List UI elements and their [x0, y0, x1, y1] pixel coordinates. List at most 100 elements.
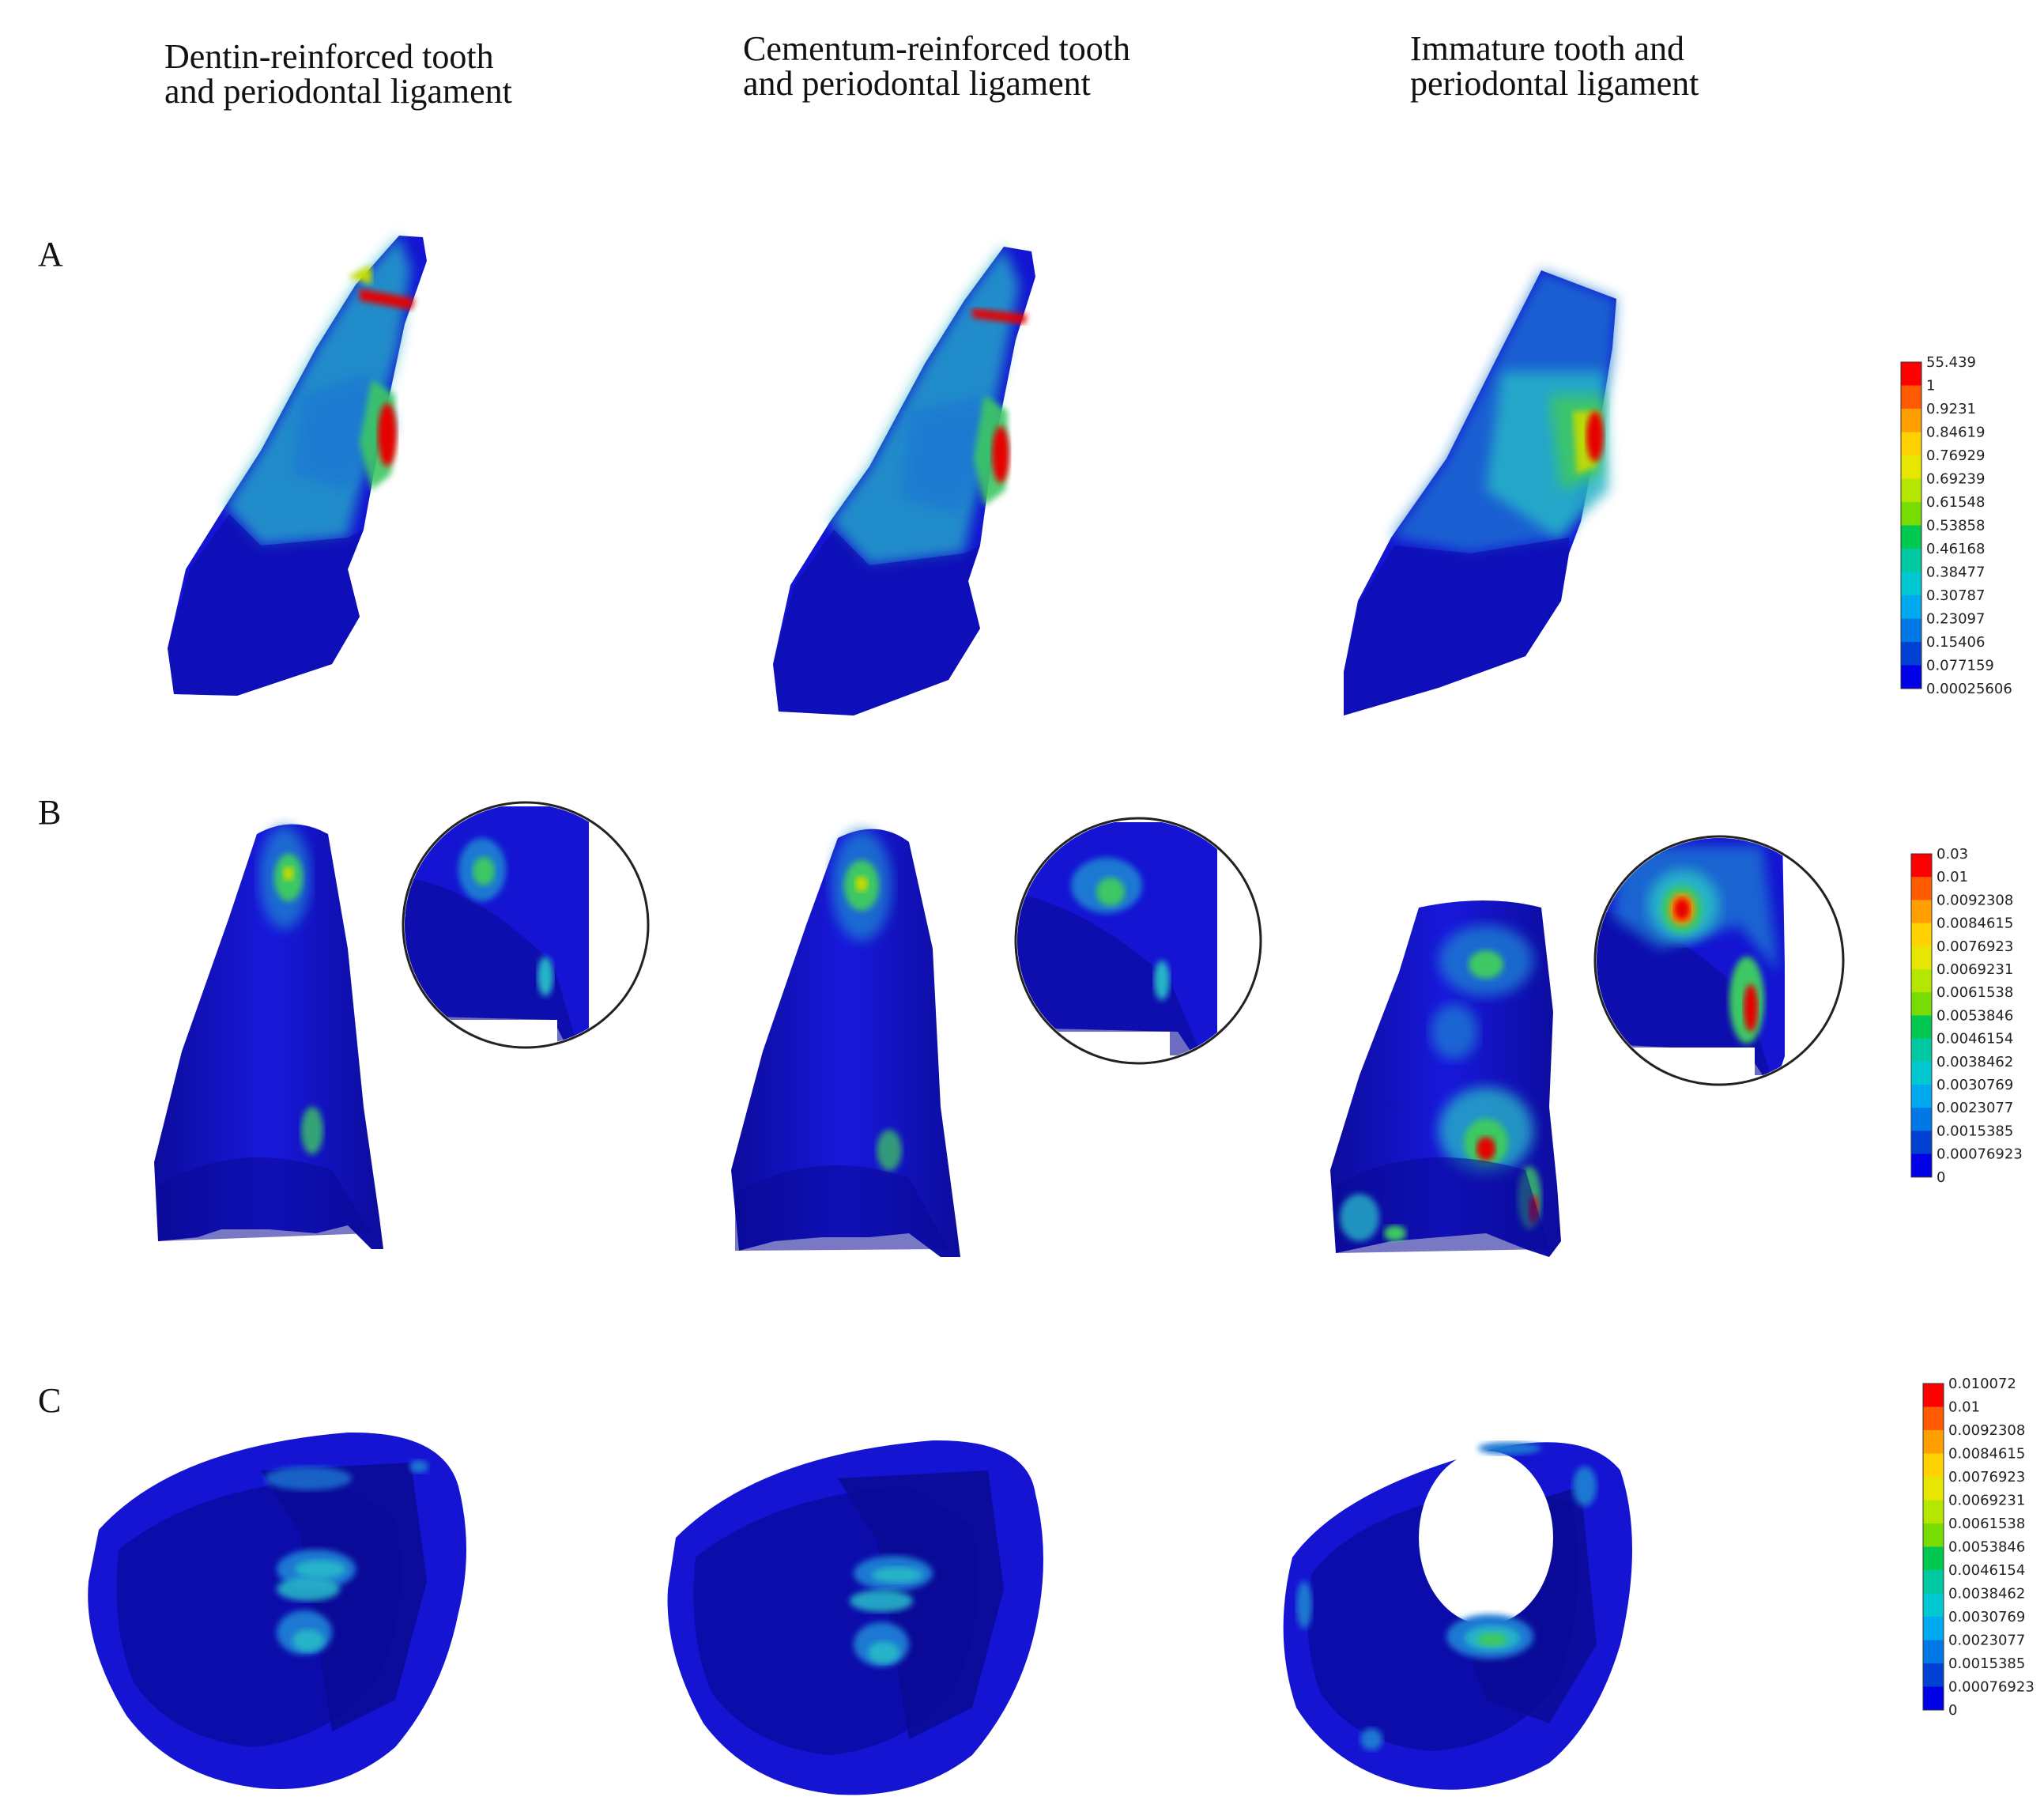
tooth-a-cementum: [773, 247, 1035, 715]
legend-tick-label: 0.0053846: [1948, 1539, 2025, 1556]
column-title-line1: Immature tooth and: [1410, 29, 1685, 68]
legend-tick-label: 0.0076923: [1937, 938, 2013, 955]
legend-color-band: [1901, 549, 1921, 572]
legend-frame: [1910, 853, 1933, 1178]
tooth-b-immature: [1330, 835, 1845, 1257]
legend-tick-label: 0: [1948, 1702, 1957, 1719]
row-label-a: A: [38, 235, 63, 274]
legend-tick-label: 0.23097: [1926, 611, 1985, 628]
legend-tick-label: 0.0038462: [1948, 1586, 2025, 1602]
legend-tick-label: 0.0084615: [1948, 1446, 2025, 1463]
legend-tick-label: 0.53858: [1926, 518, 1985, 534]
legend-tick-label: 55.439: [1926, 354, 1976, 371]
legend-color-band: [1911, 854, 1932, 878]
legend-tick-label: 0.76929: [1926, 447, 1985, 464]
legend-color-band: [1911, 1131, 1932, 1155]
legend-frame: [1900, 361, 1922, 689]
column-title-line1: Dentin-reinforced tooth: [164, 37, 494, 76]
legend-tick-label: 0.38477: [1926, 564, 1985, 581]
legend-color-band: [1911, 946, 1932, 970]
column-title-line2: and periodontal ligament: [164, 72, 512, 111]
legend-tick-label: 0.077159: [1926, 658, 1994, 674]
legend-tick-label: 0.0030769: [1937, 1077, 2013, 1093]
legend-tick-label: 0.0084615: [1937, 915, 2013, 932]
legend-frame: [1922, 1383, 1944, 1711]
legend-color-band: [1923, 1593, 1944, 1618]
color-legend-c: 0.010072 0.01 0.0092308 0.0084615 0.0076923 0…: [1922, 1376, 2035, 1719]
legend-color-band: [1923, 1686, 1944, 1711]
legend-tick-label: 0: [1937, 1169, 1945, 1186]
legend-color-band: [1911, 1153, 1932, 1178]
legend-color-band: [1911, 900, 1932, 924]
legend-color-band: [1901, 455, 1921, 479]
legend-color-band: [1923, 1663, 1944, 1687]
legend-color-band: [1911, 923, 1932, 947]
legend-color-band: [1901, 665, 1921, 689]
legend-color-band: [1911, 1108, 1932, 1131]
legend-tick-label: 0.0046154: [1948, 1562, 2025, 1579]
legend-tick-label: 0.03: [1937, 846, 1968, 863]
legend-color-band: [1911, 992, 1932, 1016]
legend-tick-label: 0.0015385: [1948, 1655, 2025, 1672]
legend-tick-label: 0.9231: [1926, 401, 1976, 417]
color-legend-b: 0.03 0.01 0.0092308 0.0084615 0.0076923 0.006…: [1910, 846, 2023, 1186]
ring-c-immature: [1283, 1442, 1632, 1790]
legend-tick-label: 0.61548: [1926, 494, 1985, 511]
legend-tick-label: 0.0076923: [1948, 1469, 2025, 1485]
legend-color-band: [1901, 618, 1921, 643]
legend-color-band: [1923, 1546, 1944, 1571]
legend-tick-label: 1: [1926, 378, 1935, 394]
legend-color-band: [1901, 595, 1921, 619]
legend-tick-label: 0.00025606: [1926, 681, 2012, 697]
legend-tick-label: 0.01: [1937, 869, 1968, 885]
legend-color-band: [1911, 877, 1932, 900]
tooth-b-cementum: [731, 817, 1262, 1257]
legend-tick-label: 0.0038462: [1937, 1054, 2013, 1070]
legend-tick-label: 0.0061538: [1937, 984, 2013, 1001]
legend-tick-label: 0.0023077: [1937, 1100, 2013, 1116]
tooth-a-dentin: [168, 236, 427, 696]
legend-color-band: [1901, 478, 1921, 503]
column-title-line2: and periodontal ligament: [743, 64, 1091, 103]
legend-color-band: [1923, 1430, 1944, 1454]
legend-tick-label: 0.30787: [1926, 587, 1985, 604]
legend-tick-label: 0.0061538: [1948, 1516, 2025, 1532]
legend-color-band: [1901, 409, 1921, 432]
legend-color-band: [1901, 385, 1921, 410]
column-title-line2: periodontal ligament: [1410, 64, 1699, 103]
legend-color-band: [1911, 1061, 1932, 1085]
column-title-cementum: Cementum-reinforced tooth and periodonta…: [743, 32, 1130, 101]
legend-color-band: [1901, 362, 1921, 386]
legend-tick-label: 0.0092308: [1948, 1422, 2025, 1439]
legend-tick-label: 0.0092308: [1937, 892, 2013, 908]
legend-color-band: [1923, 1523, 1944, 1547]
legend-color-band: [1911, 1038, 1932, 1063]
column-title-dentin: Dentin-reinforced tooth and periodontal …: [164, 40, 512, 109]
column-title-line1: Cementum-reinforced tooth: [743, 29, 1130, 68]
legend-tick-label: 0.15406: [1926, 634, 1985, 651]
tooth-a-immature: [1344, 270, 1616, 715]
row-label-b: B: [38, 793, 62, 832]
tooth-b-dentin: [154, 801, 650, 1249]
legend-tick-label: 0.0030769: [1948, 1609, 2025, 1625]
legend-tick-label: 0.69239: [1926, 471, 1985, 488]
legend-color-band: [1901, 502, 1921, 526]
legend-tick-label: 0.0053846: [1937, 1007, 2013, 1024]
legend-color-band: [1901, 642, 1921, 666]
legend-color-band: [1923, 1617, 1944, 1640]
legend-tick-label: 0.84619: [1926, 425, 1985, 441]
legend-tick-label: 0.46168: [1926, 541, 1985, 557]
legend-color-band: [1923, 1477, 1944, 1501]
legend-tick-label: 0.00076923: [1937, 1146, 2023, 1163]
legend-tick-label: 0.0046154: [1937, 1031, 2013, 1048]
row-label-c: C: [38, 1381, 62, 1420]
legend-color-band: [1923, 1640, 1944, 1664]
legend-color-band: [1911, 1085, 1932, 1108]
legend-color-band: [1923, 1500, 1944, 1524]
legend-color-band: [1911, 969, 1932, 993]
legend-tick-label: 0.0015385: [1937, 1123, 2013, 1139]
color-legend-a: 55.439 1 0.9231 0.84619 0.76929 0.69239 0.6154…: [1900, 354, 2012, 697]
legend-color-band: [1923, 1570, 1944, 1594]
legend-tick-label: 0.00076923: [1948, 1679, 2035, 1696]
